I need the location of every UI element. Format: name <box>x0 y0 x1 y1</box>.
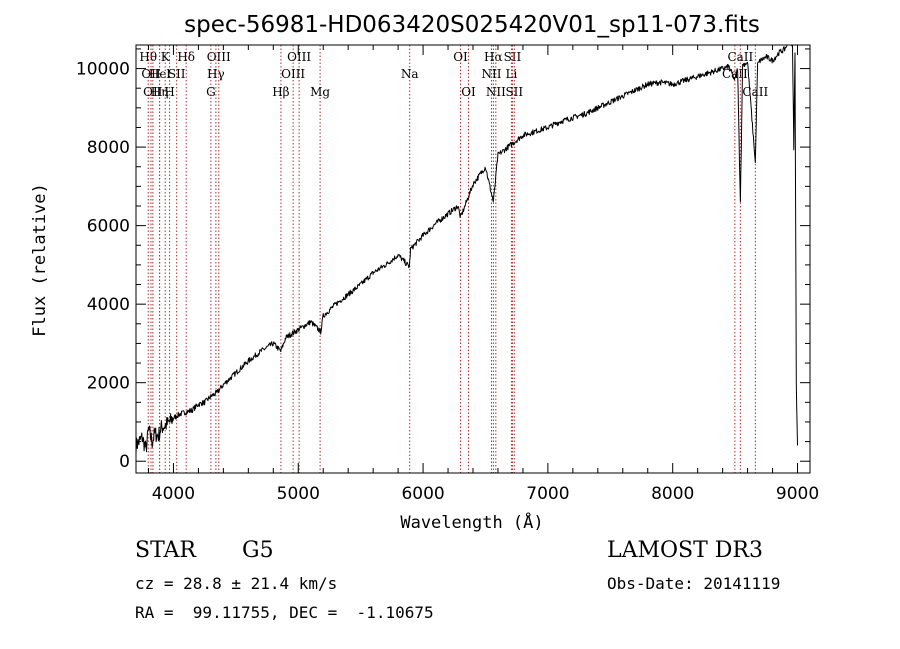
line-label: CaII <box>727 50 753 64</box>
y-tick-label: 0 <box>119 452 130 472</box>
y-axis-label: Flux (relative) <box>30 183 50 337</box>
line-label: Hθ <box>139 50 157 64</box>
coordinates: RA = 99.11755, DEC = -1.10675 <box>135 603 434 622</box>
x-tick-label: 4000 <box>152 484 195 504</box>
x-tick-label: 8000 <box>651 484 694 504</box>
x-axis-label: Wavelength (Å) <box>400 511 543 533</box>
line-label: Hγ <box>207 67 225 81</box>
x-axis: 4000 5000 6000 7000 8000 9000 <box>147 45 819 504</box>
chart-title: spec-56981-HD063420S025420V01_sp11-073.f… <box>184 12 760 38</box>
line-label: G <box>206 85 216 99</box>
line-markers: HθOIIOIIHelHηKHSIIHδGHγOIIIHβOIIIOIIIMgN… <box>139 45 768 473</box>
line-label: OII <box>143 85 163 99</box>
y-tick-label: 2000 <box>87 374 130 394</box>
line-label: Li <box>506 67 518 81</box>
spectrum-line <box>135 44 798 454</box>
y-axis: 0 2000 4000 6000 8000 10000 <box>76 48 810 472</box>
x-tick-label: 6000 <box>401 484 444 504</box>
x-tick-label: 5000 <box>277 484 320 504</box>
line-label: OII <box>141 67 161 81</box>
x-tick-label: 7000 <box>526 484 569 504</box>
survey-name: LAMOST DR3 <box>607 538 763 563</box>
object-subclass: G5 <box>242 538 274 563</box>
line-label: Hβ <box>272 85 289 99</box>
line-label: CaII <box>722 67 748 81</box>
line-label: K <box>161 50 171 64</box>
line-label: SII <box>504 50 522 64</box>
plot-frame <box>135 44 811 474</box>
y-tick-label: 8000 <box>87 138 130 158</box>
line-label: OIII <box>287 50 311 64</box>
line-label: OIII <box>281 67 305 81</box>
line-label: OI <box>453 50 468 64</box>
line-label: CaII <box>742 85 768 99</box>
line-label: NII <box>486 85 506 99</box>
line-label: OI <box>461 85 476 99</box>
line-label: SII <box>505 85 523 99</box>
line-label: Mg <box>310 85 330 99</box>
x-tick-label: 9000 <box>776 484 819 504</box>
y-tick-label: 10000 <box>76 60 130 80</box>
redshift-readout: cz = 28.8 ± 21.4 km/s <box>135 574 338 593</box>
line-label: NII <box>481 67 501 81</box>
line-label: Hη <box>151 85 169 99</box>
y-tick-label: 6000 <box>87 217 130 237</box>
line-label: OIII <box>207 50 231 64</box>
y-tick-label: 4000 <box>87 295 130 315</box>
line-label: SII <box>168 67 186 81</box>
line-label: Hα <box>484 50 503 64</box>
line-label: H <box>164 85 174 99</box>
object-class: STAR <box>135 538 196 563</box>
line-label: Hδ <box>177 50 195 64</box>
obs-date: Obs-Date: 20141119 <box>607 574 781 593</box>
line-label: Na <box>401 67 419 81</box>
